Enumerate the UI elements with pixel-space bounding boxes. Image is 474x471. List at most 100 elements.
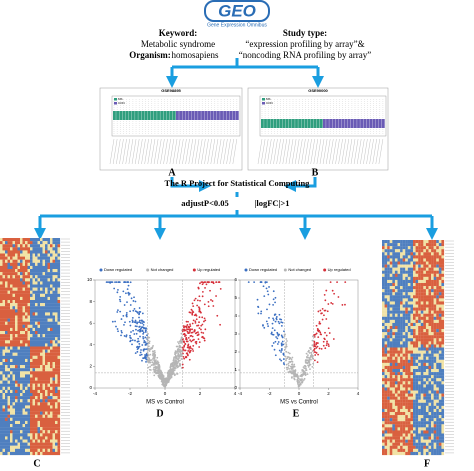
- heat-cell: [431, 362, 434, 367]
- heat-cell: [2, 374, 6, 378]
- heat-cell: [420, 326, 424, 330]
- heat-cell: [431, 445, 434, 449]
- heat-cell: [433, 289, 437, 293]
- heat-cell: [20, 262, 23, 266]
- heat-cell: [55, 315, 58, 319]
- heat-cell: [405, 261, 408, 265]
- heat-cell: [30, 296, 33, 301]
- heat-cell: [410, 390, 414, 394]
- heat-cell: [45, 349, 48, 353]
- heat-cell: [394, 369, 398, 373]
- heat-cell: [415, 384, 419, 388]
- heat-cell: [5, 259, 8, 263]
- point: [185, 320, 188, 323]
- point: [279, 358, 281, 361]
- heat-cell: [433, 258, 437, 262]
- heat-cell: [35, 445, 38, 449]
- heat-cell: [10, 430, 13, 434]
- heat-cell: [27, 414, 31, 418]
- heat-cell: [40, 405, 43, 409]
- heat-cell: [413, 273, 416, 277]
- point: [329, 281, 332, 284]
- heat-cell: [410, 252, 414, 256]
- heat-cell: [413, 396, 416, 400]
- heat-cell: [405, 255, 408, 259]
- heat-cell: [407, 246, 411, 250]
- point: [125, 334, 128, 336]
- heat-cell: [55, 383, 58, 387]
- heat-cell: [415, 304, 419, 308]
- heat-cell: [425, 378, 429, 382]
- point: [315, 324, 318, 327]
- heat-cell: [42, 241, 46, 245]
- heat-cell: [394, 255, 398, 259]
- heat-cell: [0, 281, 3, 285]
- heat-cell: [415, 448, 419, 453]
- heat-cell: [410, 412, 414, 416]
- heat-cell: [382, 430, 385, 434]
- heat-cell: [40, 281, 43, 285]
- heat-cell: [15, 312, 18, 316]
- point: [139, 311, 142, 313]
- heat-cell: [22, 343, 26, 347]
- heat-cell: [57, 433, 61, 437]
- heat-cell: [2, 281, 6, 285]
- heat-cell: [37, 371, 41, 375]
- heat-cell: [50, 374, 53, 378]
- heat-cell: [384, 387, 388, 391]
- box: [128, 111, 132, 120]
- heat-cell: [413, 255, 416, 259]
- heat-cell: [22, 442, 26, 446]
- heat-cell: [17, 349, 21, 353]
- point: [174, 355, 177, 358]
- heat-cell: [405, 316, 408, 320]
- point: [192, 350, 195, 352]
- heat-cell: [410, 347, 414, 351]
- heat-cell: [400, 292, 403, 296]
- heat-cell: [32, 383, 36, 387]
- heat-cell: [45, 377, 48, 381]
- heat-cell: [418, 369, 421, 373]
- heat-cell: [387, 270, 390, 274]
- heat-cell: [42, 389, 46, 394]
- heat-cell: [40, 269, 43, 273]
- box: [204, 111, 208, 120]
- heat-cell: [420, 255, 424, 259]
- heat-cell: [394, 445, 398, 449]
- heat-cell: [47, 349, 51, 353]
- heat-cell: [35, 430, 38, 434]
- point: [176, 350, 179, 352]
- heat-cell: [22, 355, 26, 359]
- point: [169, 376, 171, 379]
- heat-cell: [392, 433, 396, 437]
- heat-cell: [50, 275, 53, 279]
- heat-cell: [400, 344, 403, 348]
- heat-cell: [15, 442, 18, 446]
- point: [278, 349, 281, 352]
- heat-cell: [397, 276, 401, 281]
- heat-cell: [389, 381, 393, 385]
- heat-cell: [397, 307, 401, 311]
- heat-cell: [431, 436, 434, 440]
- heat-cell: [394, 322, 398, 327]
- heat-cell: [57, 408, 61, 412]
- heat-cell: [410, 335, 414, 339]
- heat-cell: [438, 356, 442, 360]
- heat-cell: [400, 283, 403, 287]
- heat-cell: [17, 290, 21, 294]
- heat-cell: [418, 387, 421, 391]
- heat-cell: [436, 381, 439, 385]
- heat-cell: [425, 338, 429, 342]
- heat-cell: [428, 295, 432, 299]
- heat-cell: [394, 381, 398, 385]
- heat-cell: [12, 275, 16, 279]
- heat-cell: [52, 290, 56, 294]
- heat-cell: [433, 326, 437, 330]
- heat-cell: [400, 243, 403, 247]
- heat-cell: [397, 243, 401, 247]
- heat-cell: [35, 371, 38, 375]
- heat-cell: [30, 256, 33, 260]
- heat-cell: [22, 247, 26, 251]
- heat-cell: [35, 358, 38, 363]
- point: [126, 281, 128, 284]
